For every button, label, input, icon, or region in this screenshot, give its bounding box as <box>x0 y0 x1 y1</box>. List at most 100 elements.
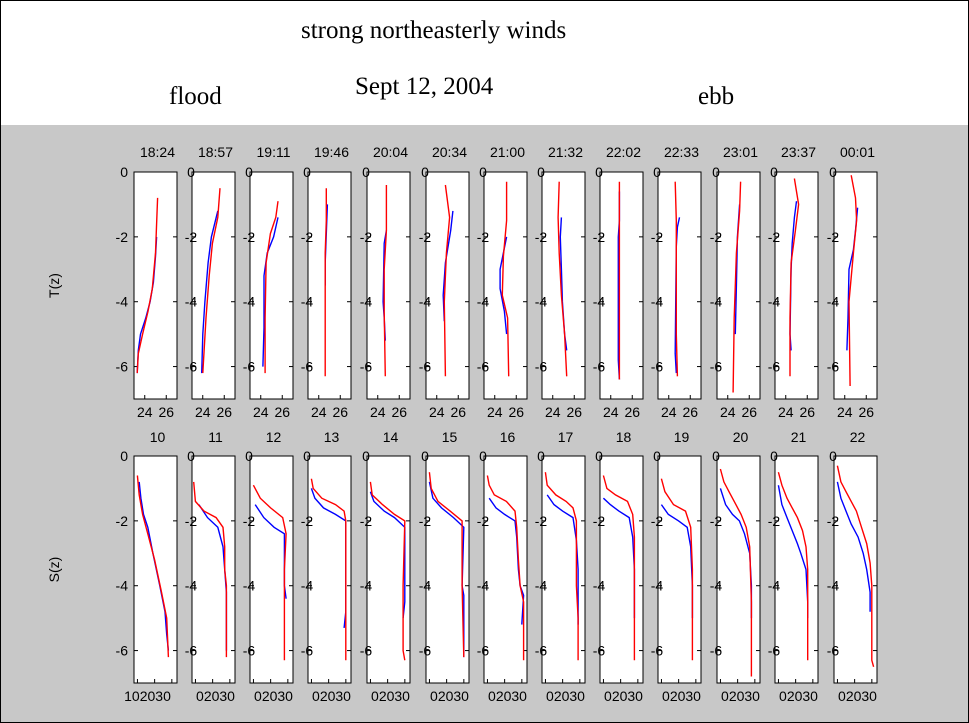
y-tick-label: -4 <box>651 578 664 594</box>
panel-axes <box>249 455 294 684</box>
blue-profile-line <box>499 236 508 335</box>
y-tick-label: -2 <box>593 229 606 245</box>
panel-title: 18:57 <box>198 144 233 160</box>
y-tick-label: 0 <box>187 448 195 464</box>
profile-panel: 21 0 -2 -4 -6 <box>768 429 819 684</box>
panel-axes <box>133 171 178 400</box>
y-tick-label: -4 <box>185 578 198 594</box>
x-tick-label: 26 <box>391 404 407 420</box>
panel-title: 20 <box>733 429 749 445</box>
red-profile-line <box>324 188 327 377</box>
panel-axes <box>716 455 761 684</box>
panel-title: 16 <box>500 429 516 445</box>
panel-title: 11 <box>208 429 223 445</box>
y-tick-label: -6 <box>243 643 256 659</box>
y-tick-label: -2 <box>768 513 781 529</box>
x-tick-label: 24 <box>661 404 677 420</box>
profile-panel: 21:000 -2 -4 -6 <box>477 144 528 400</box>
y-tick-label: 0 <box>303 448 311 464</box>
y-tick-label: -2 <box>827 513 840 529</box>
panel-title: 19:11 <box>257 144 291 160</box>
panel-axes <box>133 455 178 684</box>
panel-title: 14 <box>383 429 399 445</box>
x-tick-label: 02030 <box>196 688 235 704</box>
y-tick-label: -6 <box>301 643 314 659</box>
red-profile-line <box>660 478 694 661</box>
y-tick-label: 0 <box>829 448 837 464</box>
y-tick-label: 0 <box>829 164 837 180</box>
y-tick-label: -6 <box>477 643 490 659</box>
y-tick-label: 0 <box>537 164 545 180</box>
profile-panel: 00:010 -2 -4 -6 <box>827 144 878 400</box>
y-tick-label: -4 <box>301 294 314 310</box>
y-tick-label: -6 <box>185 359 198 375</box>
x-tick-label: 26 <box>332 404 348 420</box>
x-tick-label: 24 <box>545 404 561 420</box>
y-tick-label: -6 <box>651 643 664 659</box>
y-tick-label: -6 <box>535 643 548 659</box>
y-tick-label: 0 <box>120 448 128 464</box>
panel-title: 21:00 <box>490 144 525 160</box>
y-tick-label: -4 <box>301 578 314 594</box>
red-profile-line <box>732 181 742 393</box>
y-tick-label: -6 <box>419 359 432 375</box>
x-tick-label: 24 <box>720 404 736 420</box>
y-tick-label: 0 <box>421 448 429 464</box>
x-tick-label: 26 <box>799 404 815 420</box>
y-tick-label: -6 <box>360 359 373 375</box>
panel-axes <box>366 171 411 400</box>
profile-panel: 22 0 -2 -4 -6 <box>827 429 878 684</box>
red-profile-line <box>674 181 679 377</box>
panel-axes <box>657 171 702 400</box>
y-tick-label: -2 <box>477 229 490 245</box>
x-tick-label: 02030 <box>430 688 469 704</box>
x-tick-label: 102030 <box>124 688 171 704</box>
panel-title: 19 <box>674 429 690 445</box>
y-tick-label: -4 <box>116 294 129 310</box>
panel-title: 00:01 <box>840 144 875 160</box>
panel-axes <box>599 171 644 400</box>
x-tick-label: 02030 <box>779 688 818 704</box>
y-tick-label: -4 <box>243 578 256 594</box>
profile-panel: 17 0 -2 -4 -6 <box>535 429 586 684</box>
x-tick-label: 02030 <box>604 688 643 704</box>
flood-label: flood <box>169 83 222 110</box>
y-tick-label: -2 <box>477 513 490 529</box>
y-tick-label: -2 <box>419 513 432 529</box>
red-profile-line <box>777 472 809 661</box>
y-tick-label: -4 <box>419 294 432 310</box>
y-tick-label: -4 <box>535 578 548 594</box>
red-profile-line <box>369 481 406 661</box>
y-tick-label: 0 <box>187 164 195 180</box>
x-tick-label: 24 <box>137 404 153 420</box>
profile-panel: 23:370 -2 -4 -6 <box>768 144 819 400</box>
y-tick-label: -6 <box>360 643 373 659</box>
y-tick-label: -6 <box>116 359 129 375</box>
x-tick-label: 26 <box>158 404 174 420</box>
profile-panel: 18:570 -2 -4 -6 <box>185 144 236 400</box>
panel-axes <box>425 171 470 400</box>
panel-title: 10 <box>150 429 166 445</box>
y-axis-label: S(z) <box>46 557 62 583</box>
panel-axes <box>599 455 644 684</box>
red-profile-line <box>848 175 858 387</box>
profile-panel: 16 0 -2 -4 -6 <box>477 429 528 684</box>
y-tick-label: -6 <box>827 643 840 659</box>
y-tick-label: -6 <box>419 643 432 659</box>
y-tick-label: -4 <box>593 578 606 594</box>
y-tick-label: -6 <box>768 643 781 659</box>
panel-axes <box>833 455 878 684</box>
red-profile-line <box>443 184 451 377</box>
panel-title: 17 <box>558 429 574 445</box>
panel-axes <box>716 171 761 400</box>
x-tick-label: 24 <box>429 404 445 420</box>
y-tick-label: -2 <box>768 229 781 245</box>
x-tick-label: 26 <box>450 404 466 420</box>
profile-panel: 20:040 -2 -4 -6 <box>360 144 411 400</box>
red-profile-line <box>486 475 525 661</box>
y-tick-label: -6 <box>651 359 664 375</box>
profile-panel: 20 0 -2 -4 -6 <box>710 429 761 684</box>
panel-axes <box>191 171 236 400</box>
panel-axes <box>541 171 586 400</box>
